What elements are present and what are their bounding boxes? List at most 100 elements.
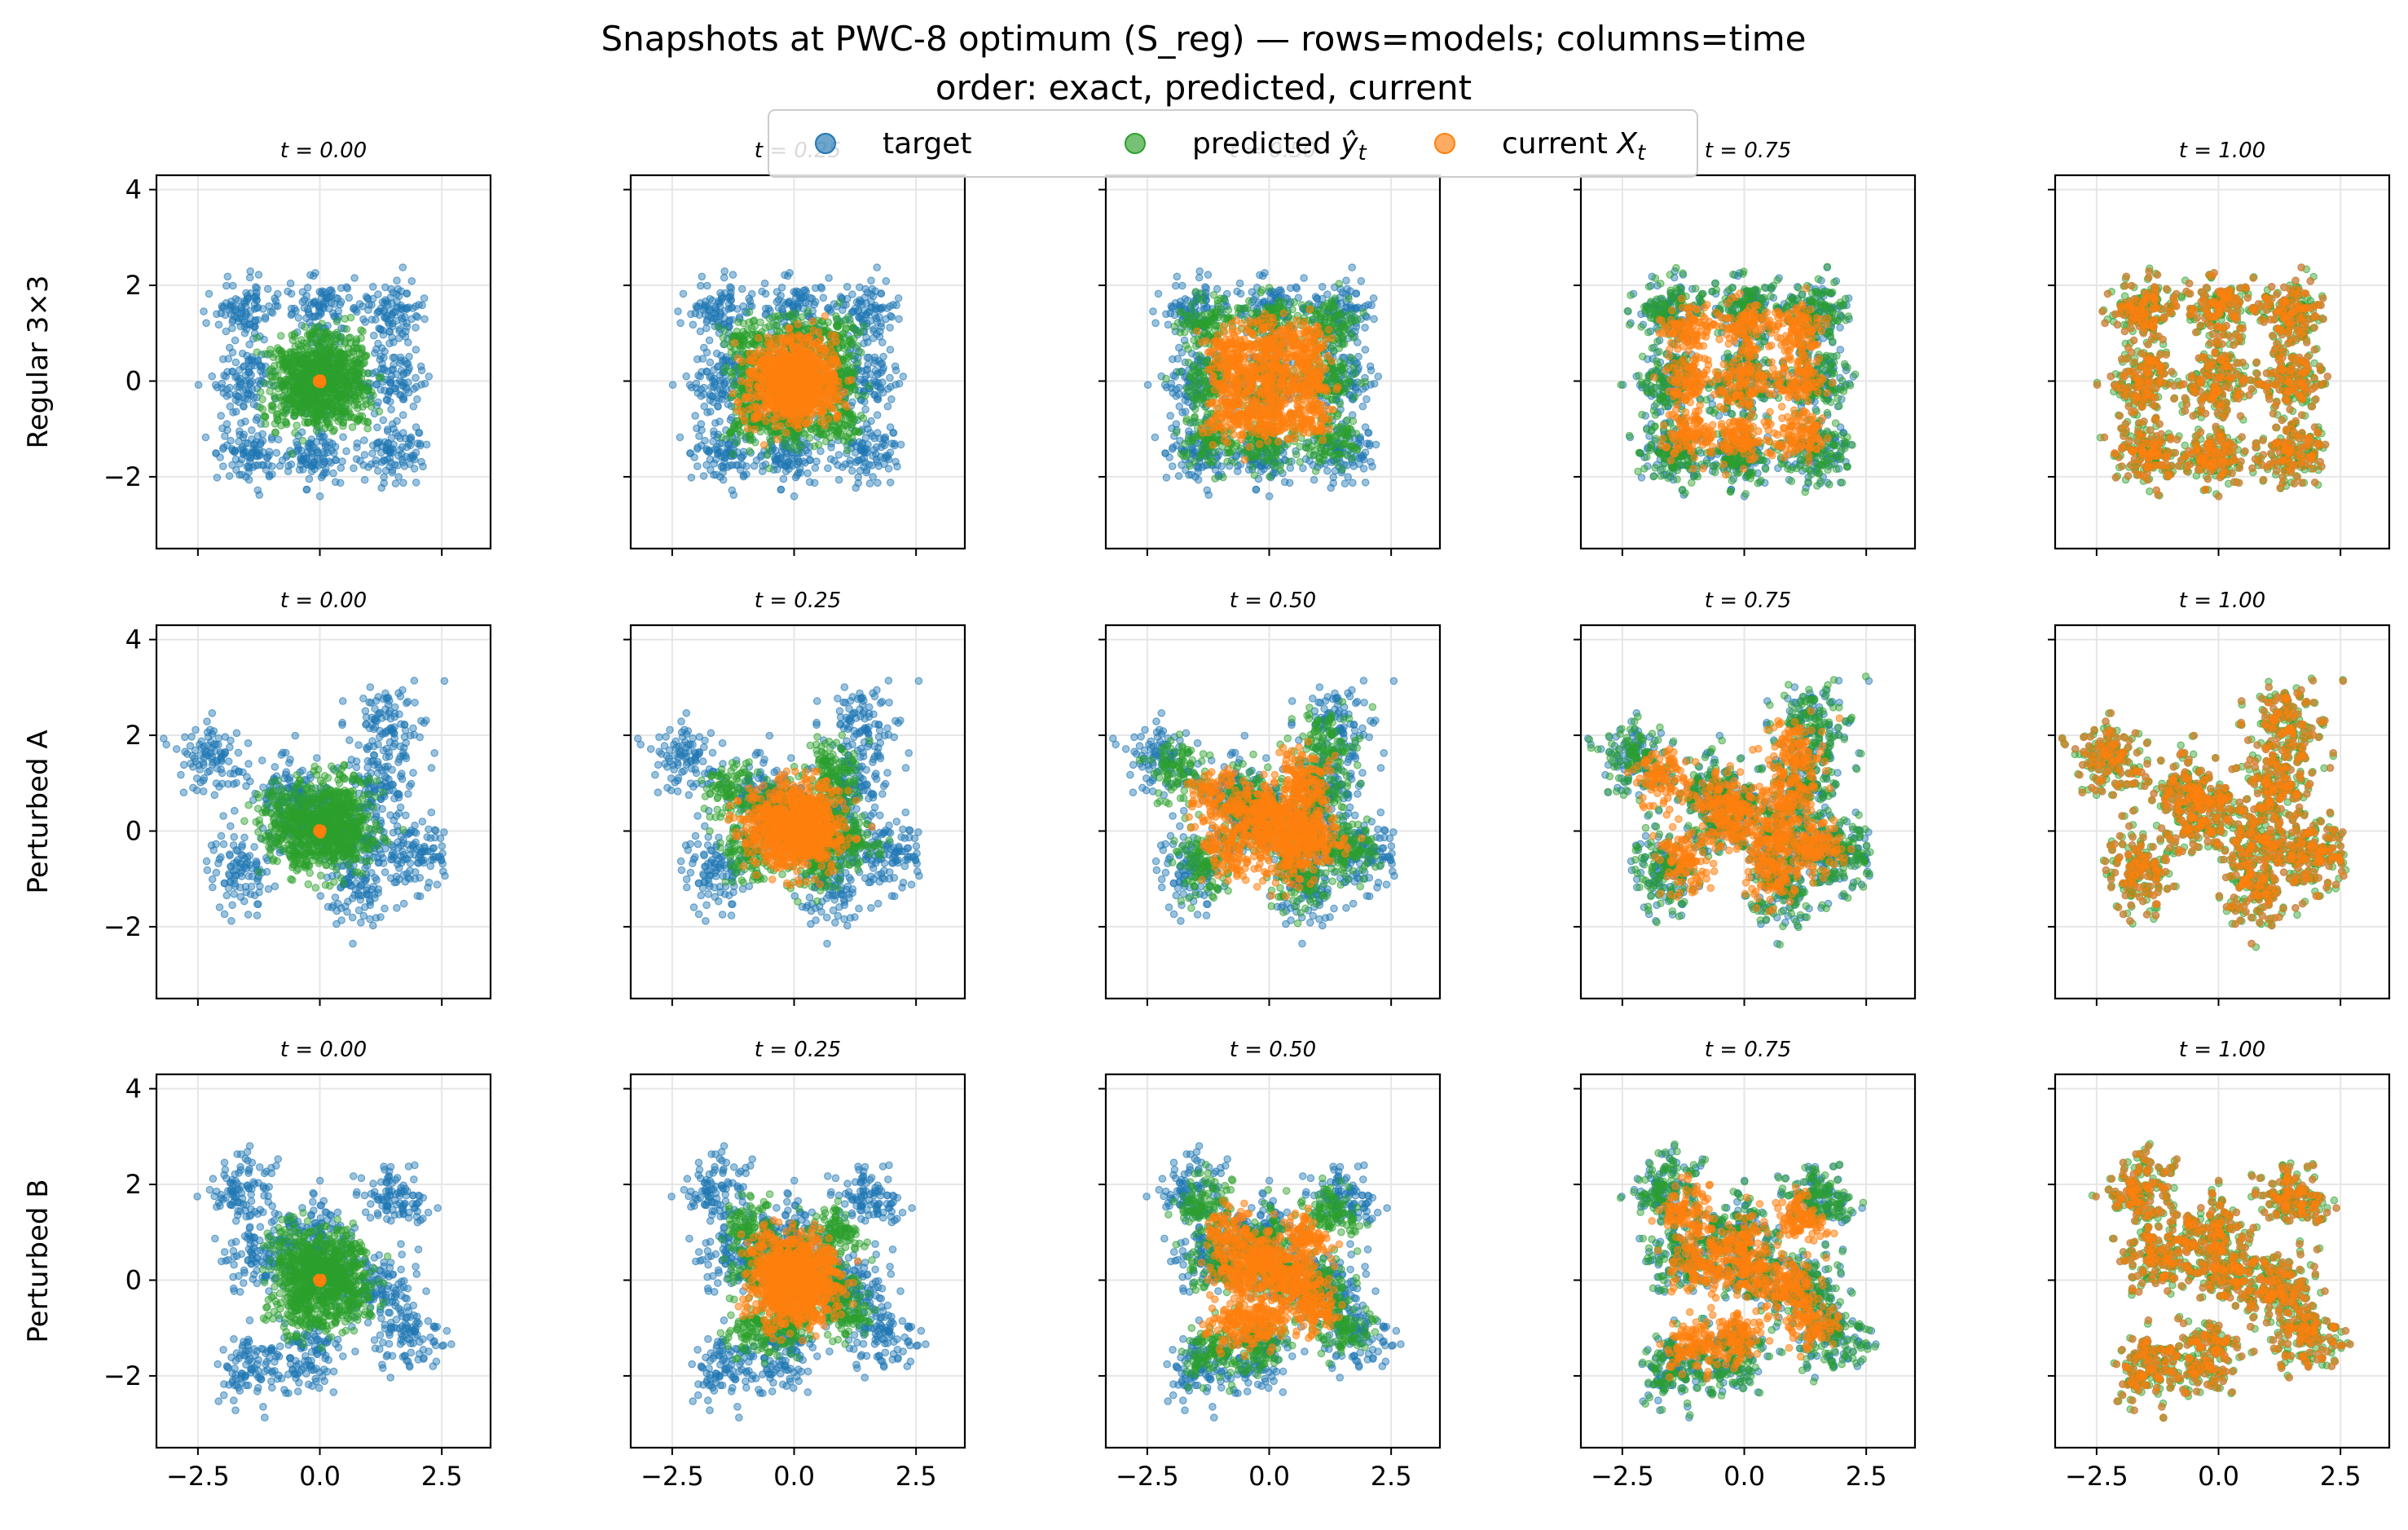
target-point bbox=[256, 440, 265, 448]
predicted-point bbox=[266, 387, 274, 395]
target-point bbox=[339, 433, 347, 441]
target-point bbox=[213, 474, 222, 482]
target-point bbox=[853, 456, 862, 465]
target-point bbox=[401, 304, 409, 313]
target-point bbox=[253, 304, 262, 312]
target-point bbox=[720, 273, 729, 282]
target-point bbox=[687, 310, 695, 319]
target-point bbox=[226, 402, 235, 411]
target-point bbox=[412, 324, 420, 332]
target-point bbox=[380, 354, 388, 362]
target-point bbox=[368, 282, 377, 291]
target-point bbox=[381, 296, 390, 304]
predicted-point bbox=[310, 323, 319, 332]
target-point bbox=[420, 294, 429, 302]
target-point bbox=[710, 365, 718, 374]
target-point bbox=[852, 448, 860, 457]
target-point bbox=[896, 440, 905, 449]
predicted-point bbox=[821, 437, 830, 446]
target-point bbox=[713, 450, 722, 459]
target-point bbox=[761, 304, 770, 313]
row-label: Regular 3×3 bbox=[22, 276, 55, 449]
target-point bbox=[253, 296, 261, 305]
target-point bbox=[892, 301, 900, 310]
target-point bbox=[398, 329, 407, 338]
target-point bbox=[225, 306, 234, 314]
target-point bbox=[879, 352, 887, 361]
target-point bbox=[685, 381, 694, 390]
target-point bbox=[398, 429, 407, 437]
target-point bbox=[222, 373, 231, 381]
target-point bbox=[861, 405, 869, 414]
target-point bbox=[302, 314, 310, 323]
predicted-point bbox=[350, 344, 359, 352]
target-point bbox=[887, 311, 895, 320]
panel-title: t = 0.00 bbox=[280, 139, 367, 163]
target-point bbox=[353, 443, 361, 452]
target-point bbox=[843, 282, 852, 291]
target-point bbox=[895, 379, 904, 388]
predicted-point bbox=[260, 379, 269, 388]
target-point bbox=[687, 474, 696, 482]
target-point bbox=[774, 295, 783, 304]
predicted-point bbox=[302, 379, 311, 388]
predicted-point bbox=[814, 440, 823, 449]
predicted-point bbox=[348, 423, 357, 431]
target-point bbox=[225, 472, 234, 480]
predicted-point bbox=[357, 333, 365, 342]
target-point bbox=[284, 461, 293, 470]
target-point bbox=[403, 338, 412, 346]
target-point bbox=[315, 492, 324, 500]
target-point bbox=[286, 279, 295, 288]
target-point bbox=[223, 272, 232, 281]
title-line-1: Snapshots at PWC-8 optimum (S_reg) — row… bbox=[601, 19, 1806, 59]
target-point bbox=[253, 432, 262, 440]
target-point bbox=[403, 319, 411, 328]
target-point bbox=[334, 306, 343, 315]
target-point bbox=[693, 424, 701, 433]
target-point bbox=[407, 435, 416, 444]
target-point bbox=[856, 443, 865, 452]
target-point bbox=[389, 319, 397, 328]
predicted-point bbox=[277, 421, 285, 430]
target-point bbox=[387, 405, 395, 414]
target-point bbox=[803, 469, 812, 478]
target-point bbox=[403, 443, 412, 452]
predicted-point bbox=[359, 327, 367, 336]
target-point bbox=[307, 440, 316, 449]
target-point bbox=[221, 311, 230, 320]
target-point bbox=[293, 446, 302, 454]
target-point bbox=[375, 438, 384, 446]
target-point bbox=[416, 439, 425, 448]
target-point bbox=[405, 352, 413, 361]
target-point bbox=[824, 464, 832, 473]
target-point bbox=[379, 456, 388, 465]
target-point bbox=[317, 293, 326, 302]
current-point bbox=[781, 429, 790, 437]
target-point bbox=[244, 364, 253, 373]
target-point bbox=[398, 263, 407, 271]
target-point bbox=[864, 308, 872, 317]
target-point bbox=[810, 478, 819, 487]
target-point bbox=[409, 452, 418, 460]
target-point bbox=[413, 439, 422, 448]
target-point bbox=[742, 462, 751, 470]
target-point bbox=[298, 288, 307, 296]
target-point bbox=[886, 373, 894, 382]
target-point bbox=[234, 296, 243, 305]
target-point bbox=[213, 310, 221, 319]
predicted-point bbox=[839, 317, 847, 325]
predicted-point bbox=[363, 417, 372, 426]
target-point bbox=[720, 267, 729, 276]
target-point bbox=[856, 296, 864, 304]
current-point bbox=[827, 346, 835, 355]
target-point bbox=[364, 463, 372, 471]
target-point bbox=[350, 274, 359, 282]
predicted-point bbox=[765, 464, 773, 473]
predicted-point bbox=[346, 333, 354, 342]
predicted-point bbox=[856, 411, 865, 420]
target-point bbox=[716, 378, 724, 387]
predicted-point bbox=[279, 359, 287, 367]
predicted-point bbox=[332, 372, 341, 381]
target-point bbox=[231, 336, 240, 345]
